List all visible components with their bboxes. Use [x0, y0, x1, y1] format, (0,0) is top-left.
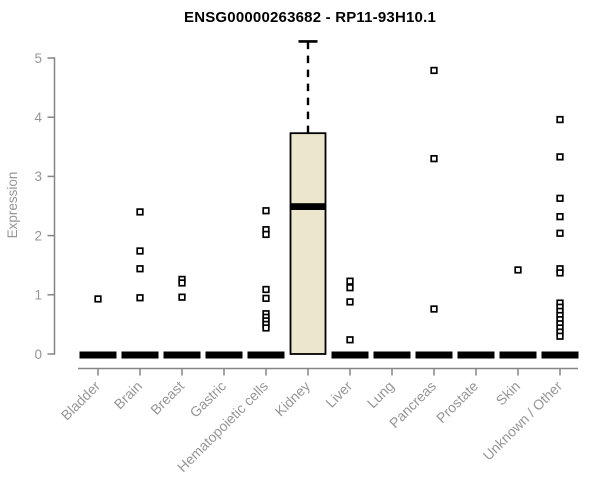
x-tick-label: Kidney [272, 378, 314, 420]
outlier-point [262, 294, 270, 303]
y-tick-label: 0 [34, 347, 42, 362]
outlier-point [430, 305, 438, 313]
outlier-point [136, 247, 144, 255]
outlier-point [178, 279, 186, 287]
y-tick-label: 2 [34, 228, 42, 243]
outlier-point [262, 285, 270, 294]
zero-median-bar [499, 351, 537, 359]
outlier-point [514, 266, 522, 274]
outlier-point [430, 66, 438, 75]
outlier-point [346, 336, 354, 344]
zero-median-bar [205, 351, 243, 359]
outlier-point [556, 332, 564, 340]
y-tick-label: 1 [34, 288, 42, 303]
outlier-point [262, 207, 270, 215]
outlier-point [136, 265, 144, 273]
outlier-point [346, 284, 354, 292]
y-tick-label: 3 [34, 169, 42, 184]
y-tick-label: 4 [34, 110, 42, 125]
outlier-point [556, 229, 564, 237]
outlier-point [346, 298, 354, 306]
outlier-point [556, 153, 564, 161]
x-tick-label: Lung [364, 378, 397, 411]
x-tick-label: Liver [322, 378, 355, 411]
y-tick-label: 5 [34, 51, 42, 66]
outlier-point [430, 154, 438, 163]
zero-median-bar [163, 351, 201, 359]
x-tick-label: Prostate [433, 378, 481, 426]
zero-median-bar [79, 351, 117, 359]
outlier-point [262, 230, 270, 239]
outlier-point [136, 208, 144, 216]
x-tick-label: Pancreas [386, 378, 439, 431]
x-tick-label: Breast [147, 378, 187, 418]
zero-median-bar [541, 351, 579, 359]
outlier-point [346, 277, 354, 285]
outlier-point [136, 294, 144, 302]
outlier-point [556, 269, 564, 277]
chart-title: ENSG00000263682 - RP11-93H10.1 [183, 9, 436, 26]
outlier-point [556, 194, 564, 202]
outlier-point [178, 293, 186, 301]
x-tick-label: Brain [111, 378, 145, 412]
outlier-point [262, 324, 270, 332]
x-tick-label: Bladder [58, 378, 104, 424]
zero-median-bar [247, 351, 285, 359]
outlier-point [556, 115, 564, 124]
median-line [290, 203, 326, 210]
zero-median-bar [373, 351, 411, 359]
zero-median-bar [457, 351, 495, 359]
zero-median-bar [415, 351, 453, 359]
outlier-point [94, 295, 102, 303]
outlier-point [556, 213, 564, 221]
box [289, 132, 327, 355]
zero-median-bar [331, 351, 369, 359]
zero-median-bar [121, 351, 159, 359]
x-tick-label: Skin [493, 378, 524, 409]
x-tick-label: Unknown / Other [480, 378, 566, 464]
